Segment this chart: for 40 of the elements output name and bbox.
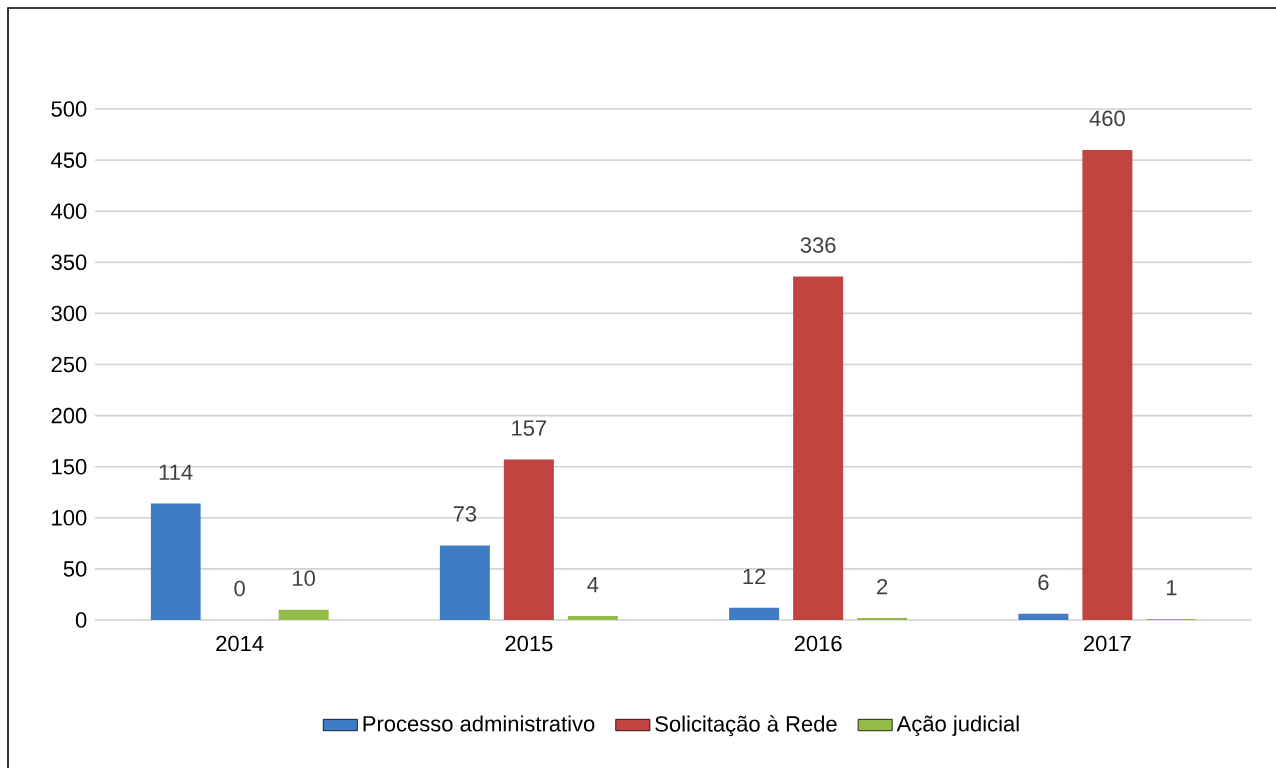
legend-label: Processo administrativo	[363, 715, 595, 732]
data-label: 10	[293, 570, 315, 587]
data-label: 2	[877, 578, 888, 595]
x-tick-label: 2017	[1084, 635, 1131, 652]
data-label: 336	[800, 237, 836, 253]
bar	[1018, 613, 1069, 620]
y-tick-label: 0	[75, 612, 87, 628]
bar	[567, 615, 618, 620]
y-tick-label: 450	[51, 152, 87, 168]
bar	[503, 459, 554, 620]
data-label: 1	[1166, 580, 1177, 596]
data-label: 6	[1038, 574, 1049, 591]
bar	[439, 545, 490, 620]
bar	[278, 609, 329, 620]
y-tick-label: 500	[51, 101, 87, 117]
bar	[150, 503, 201, 620]
y-tick-label: 400	[51, 203, 87, 220]
y-tick-label: 150	[52, 458, 87, 475]
y-tick-label: 100	[52, 510, 87, 526]
y-tick-label: 250	[51, 356, 87, 373]
data-label: 0	[234, 580, 245, 597]
legend-label: Solicitação à Rede	[655, 715, 837, 737]
bar	[793, 276, 844, 620]
data-label: 4	[587, 577, 599, 593]
y-tick-label: 300	[51, 305, 87, 322]
bar	[857, 617, 908, 620]
y-tick-label: 350	[51, 254, 87, 271]
y-tick-label: 200	[51, 407, 87, 424]
x-tick-label: 2016	[794, 635, 842, 652]
y-tick-label: 50	[63, 561, 87, 577]
bar	[1082, 149, 1133, 620]
x-tick-label: 2015	[505, 635, 553, 652]
legend-label: Ação judicial	[896, 715, 1019, 737]
data-label: 157	[512, 420, 547, 436]
data-label: 73	[453, 506, 477, 522]
data-label: 460	[1089, 110, 1125, 127]
data-label: 12	[743, 568, 766, 585]
x-tick-label: 2014	[216, 635, 264, 652]
bar	[729, 607, 780, 620]
data-label: 114	[159, 464, 193, 480]
